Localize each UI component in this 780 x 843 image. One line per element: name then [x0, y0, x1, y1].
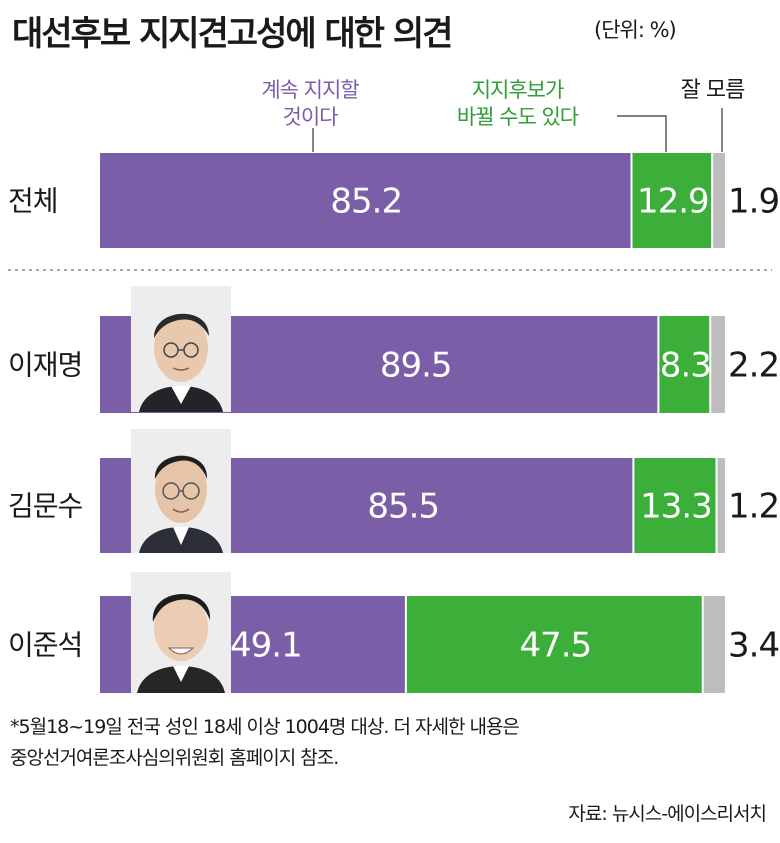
bar-change-lee-junseok [406, 596, 702, 693]
category-label-kim-moonsoo: 김문수 [8, 490, 83, 523]
data-label-change-lee-jaemyung: 8.3 [660, 346, 711, 386]
chart-title: 대선후보 지지견고성에 대한 의견 [12, 6, 453, 55]
bar-unknown-total [713, 153, 726, 248]
legend-change-line1: 지지후보가 [471, 78, 565, 102]
legend-unknown: 잘 모름 [680, 78, 746, 103]
legend-keep: 계속 지지할 것이다 [220, 77, 400, 131]
category-label-lee-jaemyung: 이재명 [8, 349, 82, 382]
bar-unknown-kim-moonsoo [717, 458, 725, 553]
bar-change-kim-moonsoo [634, 458, 716, 553]
footnote-line1: *5월18~19일 전국 성인 18세 이상 1004명 대상. 더 자세한 내… [10, 716, 520, 738]
legend-keep-line1: 계속 지지할 [261, 78, 359, 102]
legend-leader-change [617, 115, 667, 152]
data-label-unknown-total: 1.9 [728, 182, 779, 222]
candidate-photo-lee-jaemyung [131, 286, 231, 412]
footnote-line2: 중앙선거여론조사심의위원회 홈페이지 참조. [10, 747, 339, 769]
candidate-photo-kim-moonsoo [131, 429, 231, 553]
legend-change-line2: 바뀔 수도 있다 [456, 105, 579, 129]
legend-keep-line2: 것이다 [282, 105, 339, 129]
data-label-keep-kim-moonsoo: 85.5 [367, 487, 439, 527]
data-label-unknown-lee-junseok: 3.4 [728, 626, 779, 666]
source-credit: 자료: 뉴시스-에이스리서치 [568, 803, 767, 825]
candidate-photo-lee-junseok [131, 572, 231, 693]
data-label-unknown-lee-jaemyung: 2.2 [728, 346, 779, 386]
unit-note: (단위: %) [594, 18, 677, 42]
data-label-keep-total: 85.2 [330, 182, 402, 222]
category-label-lee-junseok: 이준석 [8, 629, 82, 662]
legend-change: 지지후보가 바뀔 수도 있다 [420, 77, 615, 131]
category-label-total: 전체 [8, 185, 58, 218]
bar-change-total [632, 153, 712, 248]
bar-unknown-lee-jaemyung [711, 316, 725, 413]
bar-change-lee-jaemyung [659, 316, 710, 413]
data-label-change-total: 12.9 [637, 182, 709, 222]
bar-keep-total [100, 153, 631, 248]
bar-unknown-lee-junseok [703, 596, 725, 693]
bars-group: 전체 85.2 12.9 1.9 이재명 89.5 8.3 2.2 김문수 85.5 13.3 1.2… [8, 153, 780, 693]
data-label-unknown-kim-moonsoo: 1.2 [728, 487, 779, 527]
data-label-keep-lee-jaemyung: 89.5 [380, 346, 452, 386]
data-label-change-lee-junseok: 47.5 [519, 626, 591, 666]
data-label-change-kim-moonsoo: 13.3 [640, 487, 712, 527]
chart-title-text: 대선후보 지지견고성에 대한 의견 [12, 14, 453, 54]
data-label-keep-lee-junseok: 49.1 [230, 626, 302, 666]
